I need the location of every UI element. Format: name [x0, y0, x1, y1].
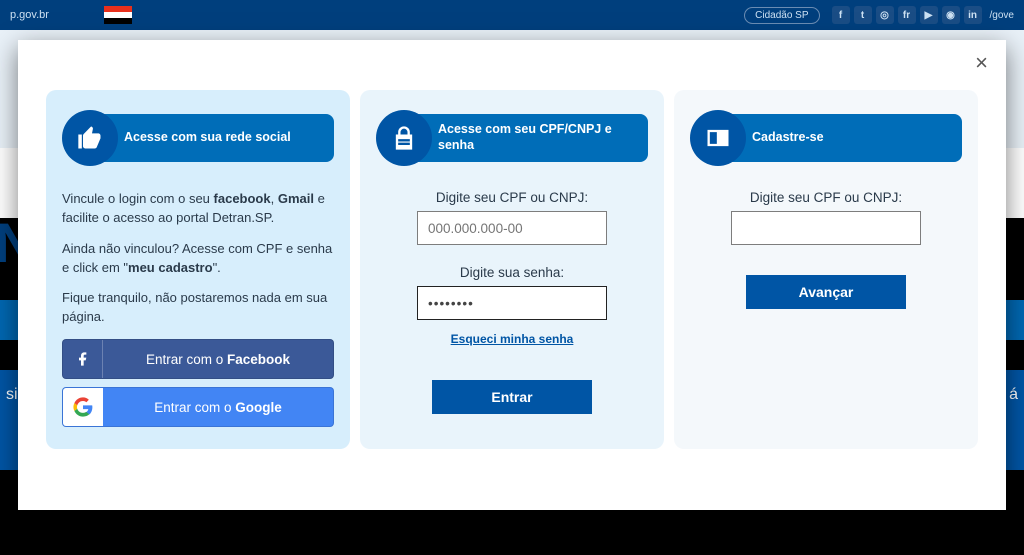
facebook-icon[interactable]: f	[832, 6, 850, 24]
google-g-icon	[63, 388, 103, 426]
login-submit-button[interactable]: Entrar	[432, 380, 592, 414]
youtube-icon[interactable]: ▶	[920, 6, 938, 24]
panel-register-header: Cadastre-se	[732, 114, 962, 162]
trailing-text: /gove	[990, 10, 1014, 21]
social-text-1: Vincule o login com o seu facebook, Gmai…	[62, 190, 334, 228]
panel-social-login: Acesse com sua rede social Vincule o log…	[46, 90, 350, 449]
flickr-icon[interactable]: fr	[898, 6, 916, 24]
gov-topbar: p.gov.br Cidadão SP f t ◎ fr ▶ ◉ in /gov…	[0, 0, 1024, 30]
bg-right-word: á	[1003, 380, 1024, 410]
forgot-password-link[interactable]: Esqueci minha senha	[376, 332, 648, 346]
facebook-f-icon	[63, 340, 103, 378]
thumb-up-icon	[62, 110, 118, 166]
cpf-input[interactable]	[417, 211, 607, 245]
login-modal: × Acesse com sua rede social Vincule o l…	[18, 40, 1006, 510]
login-facebook-button[interactable]: Entrar com o Facebook	[62, 339, 334, 379]
panel-cpf-header: Acesse com seu CPF/CNPJ e senha	[418, 114, 648, 162]
cpf-label: Digite seu CPF ou CNPJ:	[376, 190, 648, 205]
issuu-icon[interactable]: ◉	[942, 6, 960, 24]
linkedin-icon[interactable]: in	[964, 6, 982, 24]
id-card-icon	[690, 110, 746, 166]
flag-icon	[104, 6, 132, 24]
register-cpf-input[interactable]	[731, 211, 921, 245]
instagram-icon[interactable]: ◎	[876, 6, 894, 24]
register-cpf-label: Digite seu CPF ou CNPJ:	[690, 190, 962, 205]
password-input[interactable]	[417, 286, 607, 320]
panel-register: Cadastre-se Digite seu CPF ou CNPJ: Avan…	[674, 90, 978, 449]
panel-social-header: Acesse com sua rede social	[104, 114, 334, 162]
lock-icon	[376, 110, 432, 166]
password-label: Digite sua senha:	[376, 265, 648, 280]
close-button[interactable]: ×	[975, 52, 988, 74]
social-text-2: Ainda não vinculou? Acesse com CPF e sen…	[62, 240, 334, 278]
social-text-3: Fique tranquilo, não postaremos nada em …	[62, 289, 334, 327]
panel-cpf-login: Acesse com seu CPF/CNPJ e senha Digite s…	[360, 90, 664, 449]
cidadao-sp-button[interactable]: Cidadão SP	[744, 7, 819, 24]
domain-fragment: p.gov.br	[10, 9, 49, 21]
twitter-icon[interactable]: t	[854, 6, 872, 24]
login-google-button[interactable]: Entrar com o Google	[62, 387, 334, 427]
register-submit-button[interactable]: Avançar	[746, 275, 906, 309]
